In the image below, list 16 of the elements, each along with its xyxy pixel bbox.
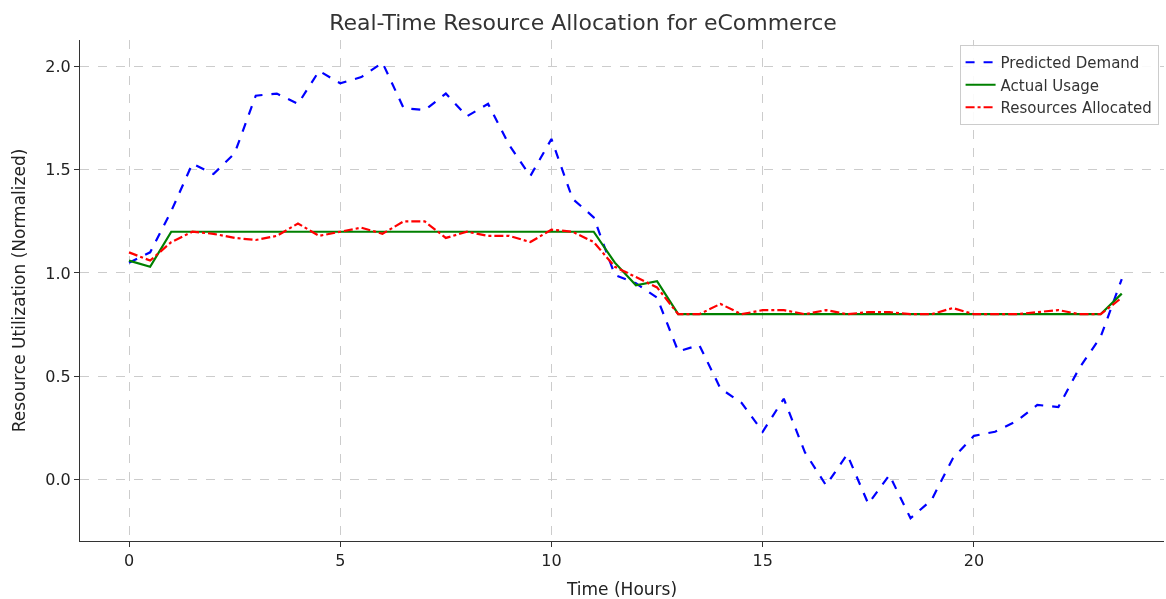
legend-label: Predicted Demand <box>1000 54 1140 73</box>
legend-label: Actual Usage <box>1000 76 1100 95</box>
chart-title: Real-Time Resource Allocation for eCommerce <box>329 10 837 36</box>
y-tick-label: 1.0 <box>45 263 71 283</box>
y-tick-label: 2.0 <box>45 57 71 77</box>
x-tick-label: 15 <box>752 551 773 571</box>
y-tick-label: 0.0 <box>45 469 71 489</box>
x-axis-title: Time (Hours) <box>565 579 678 599</box>
x-tick-label: 10 <box>541 551 562 571</box>
y-axis-title: Resource Utilization (Normalized) <box>8 148 29 433</box>
x-tick-label: 5 <box>335 551 346 571</box>
y-tick-label: 0.5 <box>45 366 71 386</box>
x-tick-label: 20 <box>963 551 985 571</box>
legend-label: Resources Allocated <box>1000 99 1152 118</box>
y-tick-label: 1.5 <box>45 160 71 180</box>
x-tick-label: 0 <box>123 551 135 571</box>
